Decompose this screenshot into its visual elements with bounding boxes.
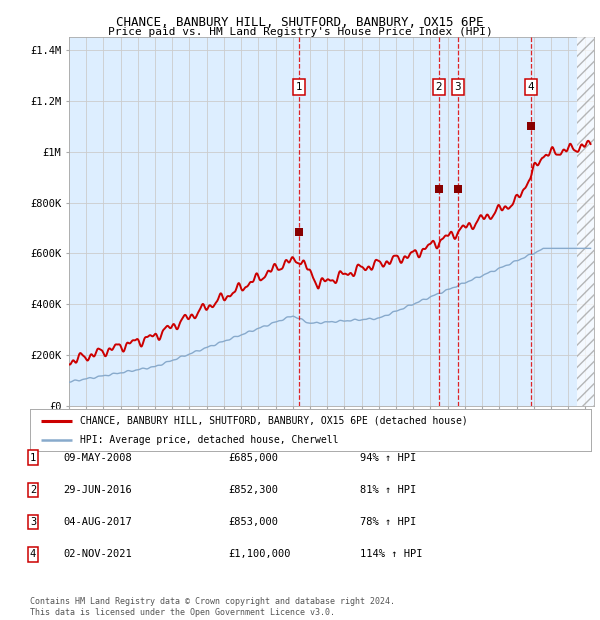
Text: 2: 2 [30, 485, 36, 495]
Text: 3: 3 [455, 82, 461, 92]
Text: 09-MAY-2008: 09-MAY-2008 [63, 453, 132, 463]
Text: £852,300: £852,300 [228, 485, 278, 495]
Text: 04-AUG-2017: 04-AUG-2017 [63, 517, 132, 527]
Text: CHANCE, BANBURY HILL, SHUTFORD, BANBURY, OX15 6PE (detached house): CHANCE, BANBURY HILL, SHUTFORD, BANBURY,… [80, 415, 468, 425]
Text: 1: 1 [30, 453, 36, 463]
Text: Contains HM Land Registry data © Crown copyright and database right 2024.
This d: Contains HM Land Registry data © Crown c… [30, 598, 395, 617]
Text: 29-JUN-2016: 29-JUN-2016 [63, 485, 132, 495]
Text: 94% ↑ HPI: 94% ↑ HPI [360, 453, 416, 463]
Text: 2: 2 [436, 82, 442, 92]
Text: 02-NOV-2021: 02-NOV-2021 [63, 549, 132, 559]
Text: 78% ↑ HPI: 78% ↑ HPI [360, 517, 416, 527]
Text: £853,000: £853,000 [228, 517, 278, 527]
Bar [577, 37, 594, 406]
Text: 1: 1 [296, 82, 302, 92]
Text: 114% ↑ HPI: 114% ↑ HPI [360, 549, 422, 559]
Text: 4: 4 [30, 549, 36, 559]
Text: Price paid vs. HM Land Registry's House Price Index (HPI): Price paid vs. HM Land Registry's House … [107, 27, 493, 37]
Text: £685,000: £685,000 [228, 453, 278, 463]
Text: CHANCE, BANBURY HILL, SHUTFORD, BANBURY, OX15 6PE: CHANCE, BANBURY HILL, SHUTFORD, BANBURY,… [116, 16, 484, 29]
Text: 81% ↑ HPI: 81% ↑ HPI [360, 485, 416, 495]
Text: £1,100,000: £1,100,000 [228, 549, 290, 559]
Text: 3: 3 [30, 517, 36, 527]
Text: HPI: Average price, detached house, Cherwell: HPI: Average price, detached house, Cher… [80, 435, 339, 445]
Text: 4: 4 [527, 82, 534, 92]
